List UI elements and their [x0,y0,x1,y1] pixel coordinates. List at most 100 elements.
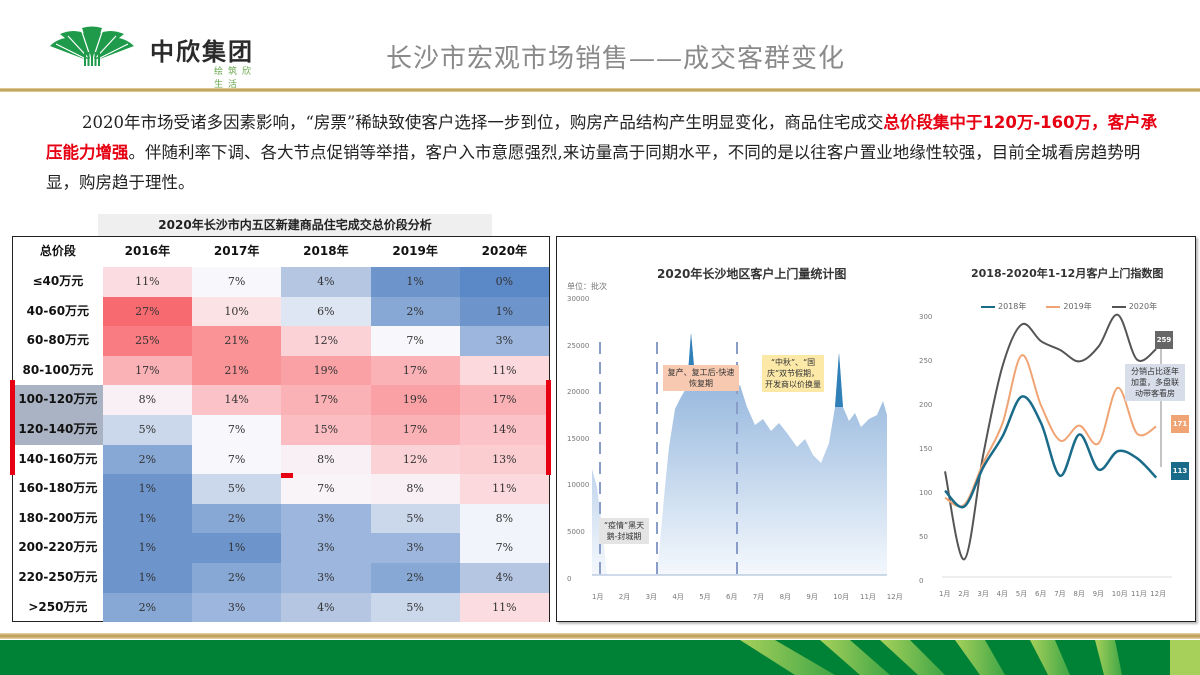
table-cell: 8% [102,385,192,415]
summary-highlight: 总价段集中于120万-160万，客户承压能力增强 [46,113,1158,162]
chart1-x-tick: 4月 [672,593,684,601]
chart1-y-tick: 30000 [567,295,590,303]
chart2-x-tick: 3月 [977,590,989,598]
table-cell: 2% [192,503,282,534]
table-cell: 7% [370,326,460,356]
chart1-unit: 单位：批次 [567,282,607,291]
table-cell: 3% [281,533,371,563]
chart1-x-tick: 9月 [806,593,818,601]
table-row: 40-60万元 27% 10% 6% 2% 1% [13,296,549,327]
chart1-annotation-lockdown: “疫情”黑天鹅-封城期 [599,518,649,544]
legend-item-2020: 2020年 [1111,301,1157,312]
palm-tree-logo-icon [50,26,134,66]
chart1-x-tick: 12月 [886,593,903,601]
table-cell: 2% [370,562,460,593]
table-row: 180-200万元 1% 2% 3% 5% 8% [13,503,549,534]
legend-item-2018: 2018年 [981,301,1026,312]
chart1-x-tick: 7月 [752,593,765,601]
chart1-y-tick: 15000 [567,434,590,443]
table-cell: 3% [281,562,371,593]
table-cell: 4% [281,267,371,297]
chart2-y-tick: 100 [919,489,933,497]
table-cell: 7% [459,533,549,563]
table-row: 200-220万元 1% 1% 3% 3% 7% [13,533,549,563]
table-cell: 11% [102,267,192,297]
chart1-y-tick: 20000 [567,388,590,397]
table-cell: 17% [370,414,460,445]
table-cell: 17% [281,385,371,415]
row-label: ≤40万元 [32,274,84,288]
table-cell: 1% [459,296,549,327]
table-cell: 0% [459,267,549,297]
table-cell: 21% [192,355,282,386]
row-label: 100-120万元 [13,385,103,415]
column-header: 2017年 [192,237,282,267]
table-cell: 7% [192,267,282,297]
table-cell: 1% [102,533,192,563]
header-divider [0,88,1200,92]
table-cell: 5% [370,503,460,534]
table-cell: 5% [370,592,460,623]
chart2-x-tick: 4月 [996,590,1009,598]
table-cell: 6% [281,296,371,327]
table-cell: 1% [192,533,282,563]
chart2-annotation: 分销占比逐年加重，多盘联动带客看房 [1125,364,1185,401]
table-cell: 11% [459,592,549,623]
table-cell: 17% [370,355,460,386]
row-label: >250万元 [28,599,88,614]
table-cell: 17% [102,355,192,386]
charts-panel: 2020年长沙地区客户上门量统计图 单位：批次 30000 25000 20000 1… [556,236,1196,622]
price-segment-heatmap-table: 总价段 2016年 2017年 2018年 2019年 2020年 ≤40万元 1… [12,236,550,623]
summary-paragraph: 2020年市场受诸多因素影响，“房票”稀缺致使客户选择一步到位，购房产品结构产生… [46,108,1166,198]
table-cell: 13% [459,444,549,475]
chart1-x-tick: 2月 [618,593,631,601]
company-logo: 中欣集团 绘筑欣生活 [46,24,266,90]
table-cell: 11% [459,474,549,504]
chart2-y-tick: 0 [919,577,924,585]
chart2-y-tick: 200 [919,401,933,409]
footer-divider [0,633,1200,639]
row-label: 200-220万元 [18,540,98,555]
row-label: 160-180万元 [18,481,98,496]
table-cell: 21% [192,326,282,356]
end-label-2019: 171 [1171,415,1189,433]
chart1-y-tick: 10000 [567,481,590,490]
table-cell: 4% [459,562,549,593]
legend-item-2019: 2019年 [1046,301,1092,312]
chart1-annotation-holiday: “中秋”、“国庆”双节假期，开发商以价换量 [762,355,824,392]
chart2-x-tick: 11月 [1131,590,1147,598]
table-cell: 2% [102,592,192,623]
table-row: 220-250万元 1% 2% 3% 2% 4% [13,562,549,593]
logo-tagline: 绘筑欣生活 [214,67,257,90]
chart1-y-tick: 25000 [567,341,590,350]
table-cell: 10% [192,296,282,327]
table-cell: 3% [459,326,549,356]
chart1-annotation-recovery: 复产、复工后-快速恢复期 [663,365,739,391]
table-header-row: 总价段 2016年 2017年 2018年 2019年 2020年 [13,237,549,267]
chart2-x-tick: 1月 [939,590,951,598]
table-cell: 7% [192,444,282,475]
table-cell: 2% [102,444,192,475]
footer-leaf-pattern-icon [740,640,1200,675]
table-cell: 12% [370,444,460,475]
header: 中欣集团 绘筑欣生活 长沙市宏观市场销售——成交客群变化 [0,0,1200,92]
row-label: 120-140万元 [13,414,103,445]
chart1-y-tick: 5000 [567,528,585,536]
table-cell: 7% [192,414,282,445]
table-cell: 27% [102,296,192,327]
chart2-x-tick: 6月 [1035,590,1047,598]
table-row: 60-80万元 25% 21% 12% 7% 3% [13,326,549,356]
table-cell: 14% [192,385,282,415]
logo-name: 中欣集团 [150,38,254,66]
row-label: 60-80万元 [26,333,90,348]
table-cell: 7% [281,474,371,504]
table-row: 80-100万元 17% 21% 19% 17% 11% [13,355,549,386]
table-cell: 25% [102,326,192,356]
summary-text-1: 2020年市场受诸多因素影响，“房票”稀缺致使客户选择一步到位，购房产品结构产生… [82,113,884,132]
column-header: 2019年 [370,237,460,267]
chart1-x-tick: 6月 [726,593,738,601]
table-row: 160-180万元 1% 5% 7% 8% 11% [13,474,549,504]
summary-text-2: 。伴随利率下调、各大节点促销等举措，客户入市意愿强烈,来访量高于同期水平，不同的… [46,143,1141,192]
table-cell: 5% [192,474,282,504]
chart2-y-tick: 50 [919,533,928,541]
